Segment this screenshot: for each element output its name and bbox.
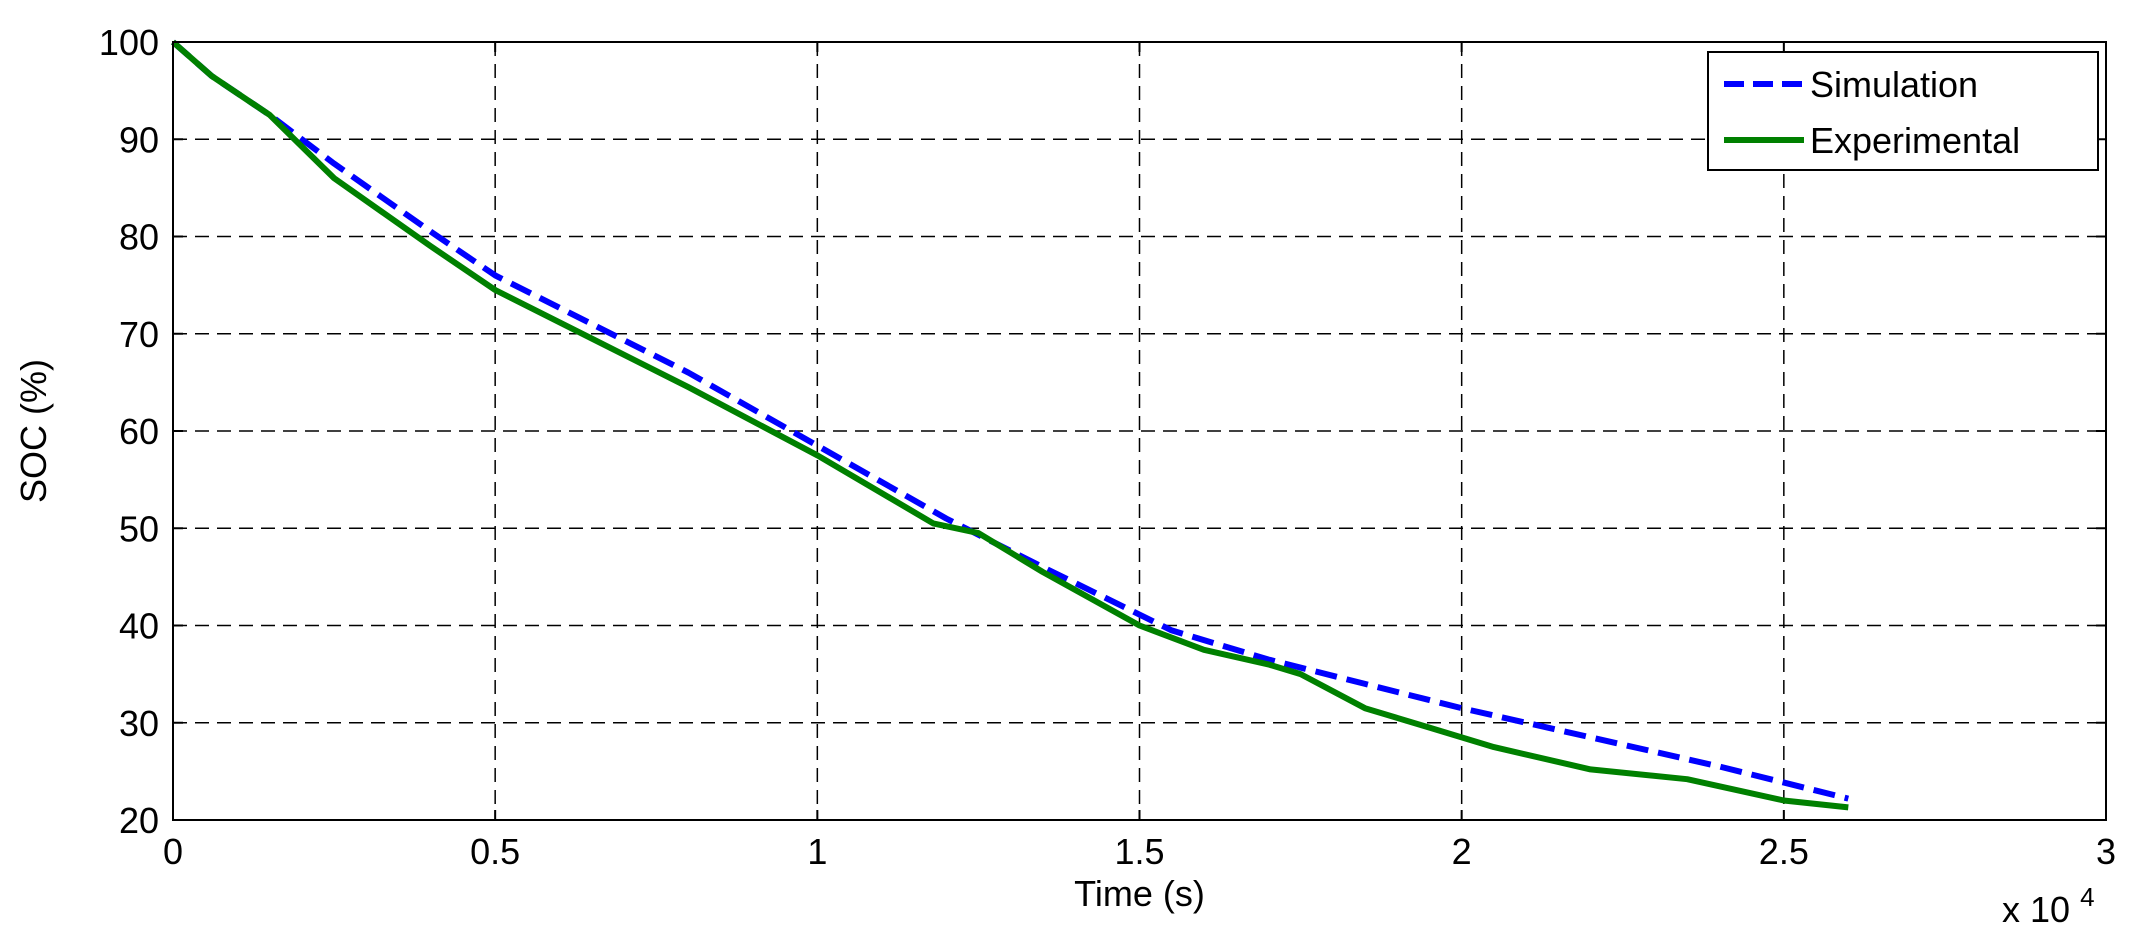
x-multiplier-base: x 10 — [2002, 889, 2070, 930]
legend-label-experimental: Experimental — [1810, 120, 2020, 161]
y-tick-label: 70 — [119, 314, 159, 355]
x-axis-multiplier: x 10 4 — [2002, 882, 2095, 930]
axis-ticks — [172, 41, 2107, 821]
series-lines — [171, 39, 1850, 811]
x-tick-label: 0.5 — [470, 831, 520, 872]
legend-label-simulation: Simulation — [1810, 64, 1978, 105]
y-axis-label: SOC (%) — [13, 359, 54, 503]
grid-lines — [173, 42, 2106, 820]
y-tick-label: 90 — [119, 119, 159, 160]
x-tick-label: 1.5 — [1114, 831, 1164, 872]
y-tick-label: 40 — [119, 606, 159, 647]
tick-labels: 0 0.5 1 1.5 2 2.5 3 20 30 40 50 60 70 80 90 100 — [99, 22, 2116, 872]
x-multiplier-exponent: 4 — [2080, 882, 2094, 912]
y-tick-label: 60 — [119, 411, 159, 452]
x-tick-label: 2.5 — [1759, 831, 1809, 872]
y-tick-label: 20 — [119, 800, 159, 841]
y-tick-label: 80 — [119, 217, 159, 258]
y-tick-label: 50 — [119, 508, 159, 549]
x-tick-label: 1 — [807, 831, 827, 872]
x-tick-label: 0 — [163, 831, 183, 872]
x-tick-label: 3 — [2096, 831, 2116, 872]
legend: Simulation Experimental — [1707, 51, 2099, 171]
series-line-experimental — [171, 39, 1849, 811]
series-line-simulation — [171, 39, 1850, 802]
y-tick-label: 100 — [99, 22, 159, 63]
y-tick-label: 30 — [119, 703, 159, 744]
x-tick-label: 2 — [1452, 831, 1472, 872]
x-axis-label: Time (s) — [1074, 873, 1205, 914]
legend-box — [1707, 51, 2099, 171]
